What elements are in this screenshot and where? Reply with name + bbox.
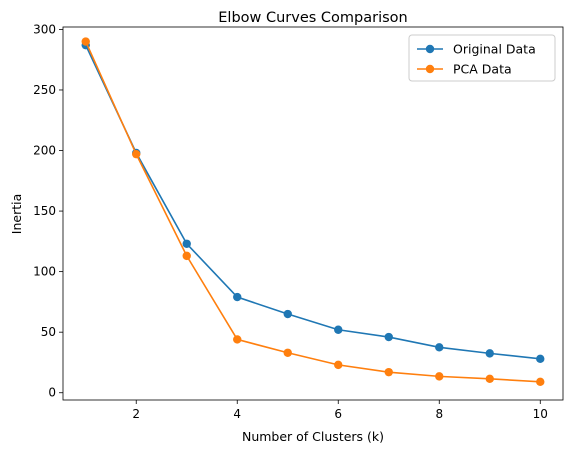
data-point (233, 335, 242, 344)
data-point (384, 332, 393, 342)
data-point (233, 292, 242, 302)
y-tick-label: 50 (41, 325, 56, 339)
legend-box (408, 34, 556, 82)
data-point (334, 360, 343, 370)
y-tick-label: 0 (48, 386, 56, 400)
data-point (182, 239, 191, 248)
legend-swatch-marker (425, 64, 435, 74)
series-line-1 (85, 44, 541, 360)
x-axis: 2 4 6 8 10 (132, 400, 548, 421)
x-tick-label: 10 (533, 407, 548, 421)
chart-title: Elbow Curves Comparison (218, 10, 408, 26)
plot-frame (62, 26, 564, 401)
data-point (435, 343, 444, 352)
data-point (334, 325, 343, 334)
legend: Original Data PCA Data (408, 34, 556, 82)
data-point (435, 372, 444, 381)
legend-entry-label: Original Data (453, 42, 536, 57)
y-tick-label: 300 (33, 22, 56, 36)
data-point (536, 377, 545, 387)
data-point (182, 251, 191, 261)
x-tick-label: 4 (233, 407, 241, 421)
x-tick-label: 8 (435, 407, 443, 421)
data-point (485, 374, 494, 384)
x-axis-label: Number of Clusters (k) (242, 429, 384, 444)
data-point (384, 367, 393, 377)
x-tick-label: 2 (132, 407, 140, 421)
y-axis-label: Inertia (9, 194, 24, 234)
data-point (81, 37, 90, 46)
data-point (132, 149, 141, 159)
data-point (283, 309, 292, 319)
series-line-2 (85, 41, 541, 383)
y-axis: 0 50 100 150 200 250 300 (33, 22, 63, 400)
legend-entry-label: PCA Data (453, 62, 512, 77)
plot-area (81, 37, 545, 387)
legend-swatch-marker (425, 44, 435, 54)
y-tick-label: 200 (33, 144, 56, 158)
x-tick-label: 6 (334, 407, 342, 421)
y-tick-label: 100 (33, 265, 56, 279)
y-tick-label: 250 (33, 83, 56, 97)
y-tick-label: 150 (33, 204, 56, 218)
data-point (485, 349, 494, 358)
data-point (283, 348, 292, 357)
data-point (536, 354, 545, 364)
